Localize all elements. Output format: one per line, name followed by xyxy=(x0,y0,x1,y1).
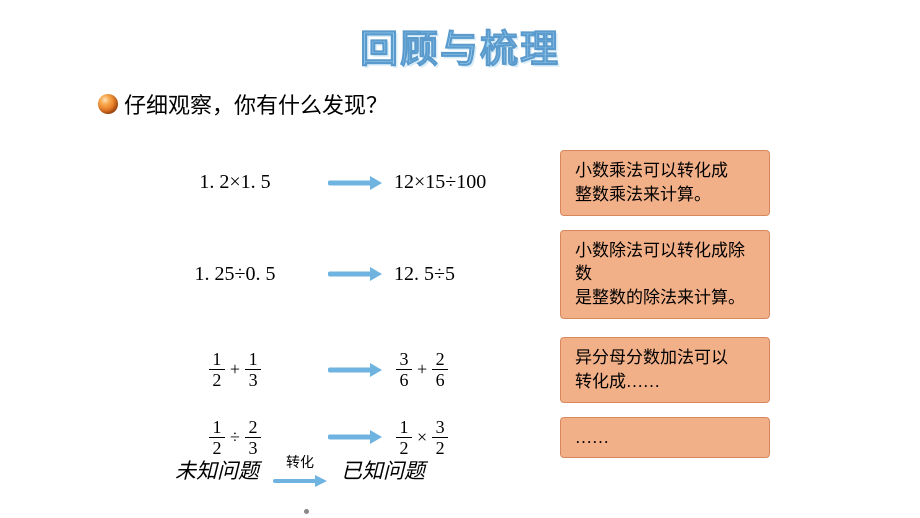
note-line: 转化成…… xyxy=(575,370,755,394)
example-row: 1. 25÷0. 512. 5÷5小数除法可以转化成除数是整数的除法来计算。 xyxy=(150,230,830,319)
arrow-cell xyxy=(320,362,390,378)
denominator: 3 xyxy=(245,369,261,389)
operator: × xyxy=(417,427,427,448)
note-line: 小数除法可以转化成除数 xyxy=(575,239,755,287)
arrow-right-icon xyxy=(328,429,382,445)
arrow-right-icon xyxy=(328,362,382,378)
numerator: 2 xyxy=(436,350,445,369)
arrow-right-icon xyxy=(273,474,327,488)
numerator: 1 xyxy=(213,418,222,437)
fraction: 26 xyxy=(432,350,448,389)
numerator: 3 xyxy=(436,418,445,437)
denominator: 6 xyxy=(396,369,412,389)
arrow-cell xyxy=(320,266,390,282)
left-expression: 1. 2×1. 5 xyxy=(150,171,320,194)
arrow-cell xyxy=(320,175,390,191)
operator: + xyxy=(230,359,240,380)
explanation-note: 小数除法可以转化成除数是整数的除法来计算。 xyxy=(560,230,770,319)
right-expression: 12×15÷100 xyxy=(390,171,560,194)
prompt-row: 仔细观察，你有什么发现？ xyxy=(98,88,388,120)
summary-arrow: 转化 xyxy=(273,452,327,488)
explanation-note: …… xyxy=(560,417,770,459)
note-line: 小数乘法可以转化成 xyxy=(575,159,755,183)
conversion-label: 转化 xyxy=(286,452,314,472)
note-line: 异分母分数加法可以 xyxy=(575,346,755,370)
summary-row: 未知问题 转化 已知问题 xyxy=(175,452,425,488)
numerator: 1 xyxy=(400,418,409,437)
prompt-text: 仔细观察，你有什么发现？ xyxy=(124,88,388,120)
operator: + xyxy=(417,359,427,380)
left-expression: 1. 25÷0. 5 xyxy=(150,263,320,286)
numerator: 3 xyxy=(400,350,409,369)
arrow-right-icon xyxy=(328,266,382,282)
fraction: 32 xyxy=(432,418,448,457)
arrow-cell xyxy=(320,429,390,445)
note-line: …… xyxy=(575,426,755,450)
denominator: 6 xyxy=(432,369,448,389)
numerator: 2 xyxy=(248,418,257,437)
examples-container: 1. 2×1. 512×15÷100小数乘法可以转化成整数乘法来计算。1. 25… xyxy=(150,150,830,472)
numerator: 1 xyxy=(249,350,258,369)
fraction: 36 xyxy=(396,350,412,389)
left-expression: 12+13 xyxy=(150,350,320,389)
page-title: 回顾与梳理 xyxy=(360,18,560,73)
arrow-right-icon xyxy=(328,175,382,191)
numerator: 1 xyxy=(212,350,221,369)
denominator: 2 xyxy=(209,369,225,389)
denominator: 2 xyxy=(432,437,448,457)
explanation-note: 小数乘法可以转化成整数乘法来计算。 xyxy=(560,150,770,216)
summary-right: 已知问题 xyxy=(341,455,425,485)
bullet-sphere-icon xyxy=(98,94,118,114)
note-line: 是整数的除法来计算。 xyxy=(575,286,755,310)
explanation-note: 异分母分数加法可以转化成…… xyxy=(560,337,770,403)
fraction: 12 xyxy=(209,350,225,389)
example-row: 1. 2×1. 512×15÷100小数乘法可以转化成整数乘法来计算。 xyxy=(150,150,830,216)
operator: ÷ xyxy=(230,427,240,448)
note-line: 整数乘法来计算。 xyxy=(575,183,755,207)
page-indicator-dot xyxy=(304,509,309,514)
right-expression: 12. 5÷5 xyxy=(390,263,560,286)
summary-left: 未知问题 xyxy=(175,455,259,485)
fraction: 13 xyxy=(245,350,261,389)
right-expression: 36+26 xyxy=(390,350,560,389)
example-row: 12+1336+26异分母分数加法可以转化成…… xyxy=(150,337,830,403)
